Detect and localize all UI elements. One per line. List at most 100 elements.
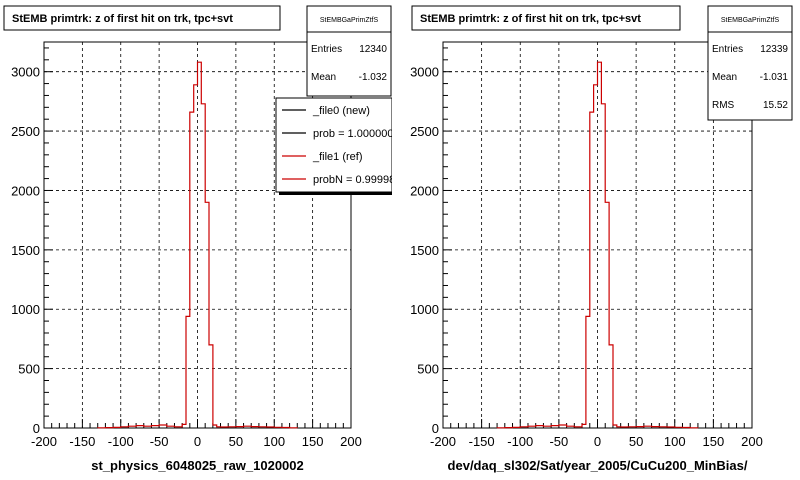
y-tick-label: 3000 bbox=[410, 65, 439, 80]
stats-label: RMS bbox=[712, 100, 735, 111]
x-tick-label: 50 bbox=[629, 434, 643, 449]
x-tick-label: 200 bbox=[340, 434, 362, 449]
stats-label: Entries bbox=[712, 44, 743, 55]
histogram-series-1 bbox=[496, 61, 699, 429]
stats-value: -1.031 bbox=[760, 72, 789, 83]
legend: _file0 (new) prob = 1.000000 _file1 (ref) p… bbox=[275, 97, 395, 195]
y-tick-label: 2500 bbox=[410, 124, 439, 139]
y-tick-label: 0 bbox=[33, 421, 40, 436]
histogram-bin bbox=[274, 427, 282, 428]
histogram-bin bbox=[559, 425, 567, 428]
histogram-bin bbox=[617, 427, 621, 428]
histogram-bin bbox=[167, 426, 175, 428]
histogram-bin bbox=[605, 202, 609, 428]
histogram-bin bbox=[136, 426, 144, 428]
stats-value: 12340 bbox=[359, 44, 387, 55]
x-tick-label: -50 bbox=[549, 434, 568, 449]
histogram-bin bbox=[144, 426, 152, 428]
chart-title: StEMB primtrk: z of first hit on trk, tp… bbox=[12, 13, 233, 25]
histogram-bin bbox=[201, 104, 205, 428]
histogram-bin bbox=[613, 425, 617, 428]
histogram-bin bbox=[621, 427, 629, 428]
chart-title: StEMB primtrk: z of first hit on trk, tp… bbox=[420, 13, 641, 25]
histogram-bin bbox=[190, 112, 194, 428]
histogram-bin bbox=[652, 427, 660, 428]
x-tick-label: -150 bbox=[469, 434, 495, 449]
histogram-bin bbox=[609, 345, 613, 428]
legend-label: probN = 0.99998 bbox=[313, 174, 395, 186]
x-tick-label: 100 bbox=[664, 434, 686, 449]
y-tick-label: 2000 bbox=[11, 183, 40, 198]
histogram-bin bbox=[217, 427, 221, 428]
legend-label: _file1 (ref) bbox=[312, 151, 363, 163]
y-tick-label: 1500 bbox=[410, 243, 439, 258]
stats-value: -1.032 bbox=[359, 72, 388, 83]
x-axis-label: st_physics_6048025_raw_1020002 bbox=[91, 458, 304, 473]
x-tick-label: 0 bbox=[594, 434, 601, 449]
histogram-bin bbox=[636, 427, 644, 428]
x-tick-label: -50 bbox=[150, 434, 169, 449]
y-tick-label: 500 bbox=[417, 362, 439, 377]
histogram-bin bbox=[182, 424, 186, 428]
histogram-bin bbox=[205, 202, 209, 428]
histogram-bin bbox=[209, 345, 213, 428]
x-tick-label: 150 bbox=[703, 434, 725, 449]
y-tick-label: 1500 bbox=[11, 243, 40, 258]
chart-panel-1: -200 -150 -100 -50 0 50 100 150 2000500100015002… bbox=[3, 5, 395, 473]
histogram-bin bbox=[513, 427, 521, 428]
chart-panel-2: -200 -150 -100 -50 0 50 100 150 2000500100015002… bbox=[410, 5, 793, 473]
x-tick-label: -200 bbox=[31, 434, 57, 449]
histogram-bin bbox=[659, 427, 667, 428]
y-tick-label: 0 bbox=[432, 421, 439, 436]
legend-label: prob = 1.000000 bbox=[313, 128, 393, 140]
histogram-bin bbox=[128, 426, 136, 428]
title-box bbox=[3, 5, 281, 31]
stats-name: StEMBGaPrimZtfS bbox=[320, 17, 379, 24]
histogram-bin bbox=[536, 426, 544, 428]
histogram-bin bbox=[251, 427, 259, 428]
y-tick-label: 2500 bbox=[11, 124, 40, 139]
histogram-bin bbox=[174, 427, 182, 428]
title-box bbox=[411, 5, 681, 31]
histogram-bin bbox=[259, 427, 267, 428]
histogram-bin bbox=[159, 425, 167, 428]
histogram-bin bbox=[228, 427, 236, 428]
histogram-bin bbox=[236, 427, 244, 428]
y-tick-label: 500 bbox=[18, 362, 40, 377]
histogram-bin bbox=[628, 427, 636, 428]
stats-box bbox=[306, 5, 392, 97]
x-tick-label: -100 bbox=[507, 434, 533, 449]
stats-value: 15.52 bbox=[763, 100, 788, 111]
histogram-bin bbox=[574, 427, 582, 428]
stats-label: Entries bbox=[311, 44, 342, 55]
histogram-bin bbox=[667, 427, 675, 428]
y-tick-label: 3000 bbox=[11, 65, 40, 80]
x-tick-label: 100 bbox=[263, 434, 285, 449]
histogram-bin bbox=[186, 316, 190, 428]
x-tick-label: 50 bbox=[229, 434, 243, 449]
y-tick-label: 1000 bbox=[410, 302, 439, 317]
histogram-bin bbox=[520, 427, 528, 428]
stats-label: Mean bbox=[311, 72, 336, 83]
legend-label: _file0 (new) bbox=[312, 105, 370, 117]
histogram-series-1 bbox=[97, 61, 298, 429]
histogram-bin bbox=[590, 112, 594, 428]
histogram-bin bbox=[194, 85, 198, 428]
histogram-bin bbox=[644, 426, 652, 428]
histogram-bin bbox=[598, 62, 602, 428]
stats-name: StEMBGaPrimZtfS bbox=[721, 17, 780, 24]
histogram-bin bbox=[198, 62, 202, 428]
stats-value: 12339 bbox=[760, 44, 788, 55]
histogram-bin bbox=[582, 424, 586, 428]
y-tick-label: 2000 bbox=[410, 183, 439, 198]
histogram-bin bbox=[151, 426, 159, 428]
histogram-bin bbox=[594, 85, 598, 428]
histogram-bin bbox=[244, 426, 252, 428]
x-tick-label: 200 bbox=[741, 434, 763, 449]
x-tick-label: -200 bbox=[430, 434, 456, 449]
x-tick-label: 0 bbox=[194, 434, 201, 449]
histogram-bin bbox=[221, 427, 229, 428]
histogram-bin bbox=[121, 427, 129, 428]
histogram-bin bbox=[601, 104, 605, 428]
